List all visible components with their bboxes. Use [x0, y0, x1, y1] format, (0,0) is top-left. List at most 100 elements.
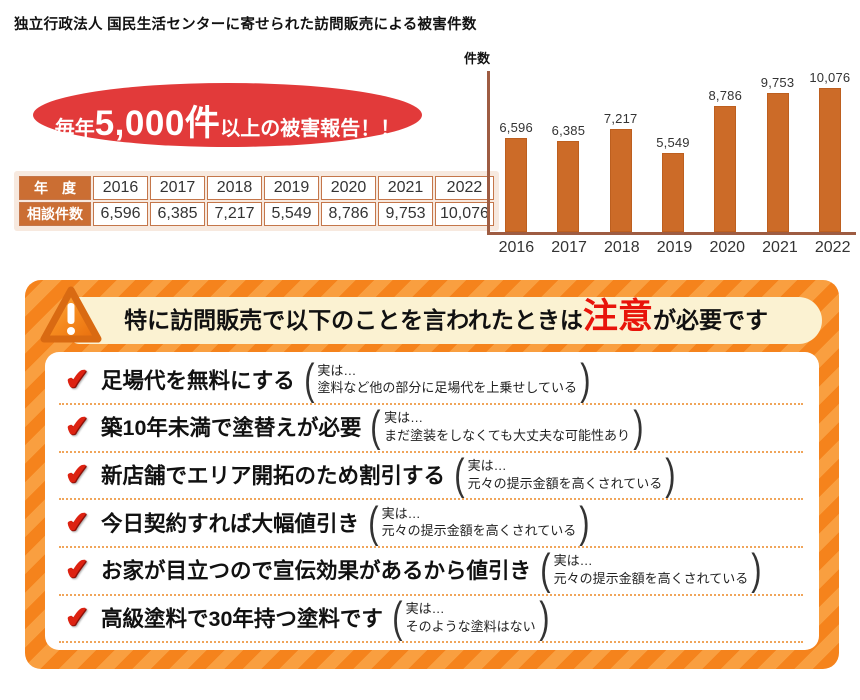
open-paren: ( [370, 402, 381, 452]
red-check-icon: ✔ [63, 363, 91, 397]
truth-detail-line: そのような塗料はない [405, 618, 536, 634]
bar-group: 6,596 [490, 120, 542, 232]
bar-group: 6,385 [542, 123, 594, 232]
count-cell: 10,076 [435, 202, 494, 226]
bar-value-label: 6,596 [499, 120, 533, 135]
truth-detail-line: 元々の提示金額を高くされている [553, 570, 749, 586]
truth-intro-line: 実は… [405, 601, 445, 617]
bar-value-label: 8,786 [708, 88, 743, 103]
year-cell: 2022 [435, 176, 494, 200]
bar-group: 10,076 [804, 70, 856, 232]
close-paren: ) [538, 592, 550, 642]
sales-claim-text: 高級塗料で30年持つ塗料です [101, 607, 383, 632]
year-cell: 2018 [207, 176, 262, 200]
close-paren: ) [751, 545, 762, 595]
warning-triangle-icon [37, 283, 105, 349]
warning-banner: 特に訪問販売で以下のことを言われたときは注意が必要です [70, 297, 822, 344]
red-check-icon: ✔ [63, 601, 91, 635]
badge-big-number: 5,000件 [94, 104, 221, 143]
list-item: ✔ 今日契約すれば大幅値引き ( 実は… 元々の提示金額を高くされている ) [59, 497, 803, 548]
list-item: ✔ お家が目立つので宣伝効果があるから値引き ( 実は… 元々の提示金額を高くさ… [59, 545, 803, 596]
chart-y-axis-label: 件数 [464, 51, 491, 66]
close-paren: ) [633, 402, 644, 452]
bar [557, 141, 580, 232]
damage-bar-chart: 件数 6,596 6,385 7,217 5,549 8,786 9,753 10,076 … [464, 48, 858, 257]
truth-note: ( 実は… 元々の提示金額を高くされている ) [538, 545, 764, 595]
bar-value-label: 10,076 [809, 70, 851, 85]
bar [714, 106, 737, 232]
truth-note: ( 実は… まだ塗装をしなくても大丈夫な可能性あり ) [368, 402, 645, 452]
x-tick-label: 2019 [656, 239, 693, 256]
year-cell: 2017 [150, 176, 205, 200]
sales-claim-text: 今日契約すれば大幅値引き [101, 511, 360, 536]
truth-text: 実は… 元々の提示金額を高くされている [468, 457, 663, 492]
count-cell: 6,385 [150, 202, 205, 226]
x-tick-label: 2021 [762, 239, 798, 256]
bar-value-label: 6,385 [551, 123, 586, 138]
truth-text: 実は… まだ塗装をしなくても大丈夫な可能性あり [384, 409, 630, 444]
warning-item-list: ✔ 足場代を無料にする ( 実は… 塗料など他の部分に足場代を上乗せしている )… [45, 352, 819, 650]
count-cell: 8,786 [321, 202, 376, 226]
warning-heading-post: が必要です [652, 307, 768, 333]
truth-detail-line: 塗料など他の部分に足場代を上乗せしている [317, 380, 577, 396]
truth-detail-line: 元々の提示金額を高くされている [467, 475, 663, 491]
red-check-icon: ✔ [63, 458, 91, 492]
year-cell: 2020 [321, 176, 376, 200]
sales-claim-text: お家が目立つので宣伝効果があるから値引き [101, 559, 532, 584]
list-item: ✔ 築10年未満で塗替えが必要 ( 実は… まだ塗装をしなくても大丈夫な可能性あ… [59, 402, 803, 453]
bar-group: 8,786 [699, 88, 751, 232]
bar-group: 9,753 [751, 75, 803, 232]
bar-value-label: 5,549 [656, 135, 690, 150]
warning-heading-emphasis: 注意 [582, 297, 653, 336]
truth-note: ( 実は… 元々の提示金額を高くされている ) [366, 497, 592, 547]
year-row: 年 度 2016 2017 2018 2019 2020 2021 2022 [19, 176, 494, 200]
year-row-header: 年 度 [19, 176, 91, 200]
truth-note: ( 実は… 元々の提示金額を高くされている ) [452, 452, 678, 496]
bar-value-label: 7,217 [603, 111, 638, 126]
warning-heading: 特に訪問販売で以下のことを言われたときは注意が必要です [124, 297, 768, 344]
truth-note: ( 実は… そのような塗料はない ) [390, 592, 551, 642]
badge-prefix: 毎年 [54, 118, 95, 140]
bar [609, 129, 632, 232]
list-item: ✔ 足場代を無料にする ( 実は… 塗料など他の部分に足場代を上乗せしている ) [59, 354, 803, 406]
list-item: ✔ 新店舗でエリア開拓のため割引する ( 実は… 元々の提示金額を高くされている… [59, 452, 803, 501]
truth-detail-line: まだ塗装をしなくても大丈夫な可能性あり [384, 427, 631, 443]
bar-group: 5,549 [647, 135, 699, 232]
red-check-icon: ✔ [63, 410, 91, 445]
list-item: ✔ 高級塗料で30年持つ塗料です ( 実は… そのような塗料はない ) [59, 592, 803, 644]
warning-box: 特に訪問販売で以下のことを言われたときは注意が必要です ✔ 足場代を無料にする … [25, 280, 839, 669]
truth-intro-line: 実は… [553, 553, 593, 569]
truth-text: 実は… 元々の提示金額を高くされている [382, 505, 577, 540]
count-cell: 7,217 [207, 202, 262, 226]
count-cell: 9,753 [378, 202, 433, 226]
open-paren: ( [368, 497, 379, 547]
x-tick-label: 2018 [604, 239, 640, 256]
truth-intro-line: 実は… [317, 362, 357, 378]
open-paren: ( [303, 354, 315, 404]
close-paren: ) [580, 354, 591, 404]
damage-report-badge: 毎年 5,000件 以上の被害報告！！ [33, 83, 422, 147]
chart-plot-area: 6,596 6,385 7,217 5,549 8,786 9,753 10,076 [487, 70, 856, 235]
count-row-header: 相談件数 [19, 202, 91, 226]
close-paren: ) [579, 497, 590, 547]
truth-note: ( 実は… 塗料など他の部分に足場代を上乗せしている ) [302, 354, 593, 404]
sales-claim-text: 新店舗でエリア開拓のため割引する [101, 464, 446, 489]
count-cell: 5,549 [264, 202, 319, 226]
warning-heading-pre: 特に訪問販売で以下のことを言われたときは [124, 307, 583, 333]
stats-table-frame: 年 度 2016 2017 2018 2019 2020 2021 2022 相談件数 6,… [14, 171, 499, 231]
sales-claim-text: 足場代を無料にする [101, 368, 295, 393]
bar [505, 138, 528, 232]
bar [818, 88, 841, 232]
red-check-icon: ✔ [63, 553, 91, 588]
bar-group: 7,217 [595, 111, 647, 232]
open-paren: ( [392, 592, 403, 642]
truth-text: 実は… 塗料など他の部分に足場代を上乗せしている [317, 362, 577, 397]
badge-suffix: 以上の被害報告！！ [220, 118, 401, 140]
sales-claim-text: 築10年未満で塗替えが必要 [101, 416, 362, 441]
bar [766, 93, 789, 232]
year-cell: 2019 [264, 176, 319, 200]
x-tick-label: 2016 [498, 239, 535, 256]
stats-table: 年 度 2016 2017 2018 2019 2020 2021 2022 相談件数 6,… [17, 174, 496, 228]
year-cell: 2016 [93, 176, 148, 200]
